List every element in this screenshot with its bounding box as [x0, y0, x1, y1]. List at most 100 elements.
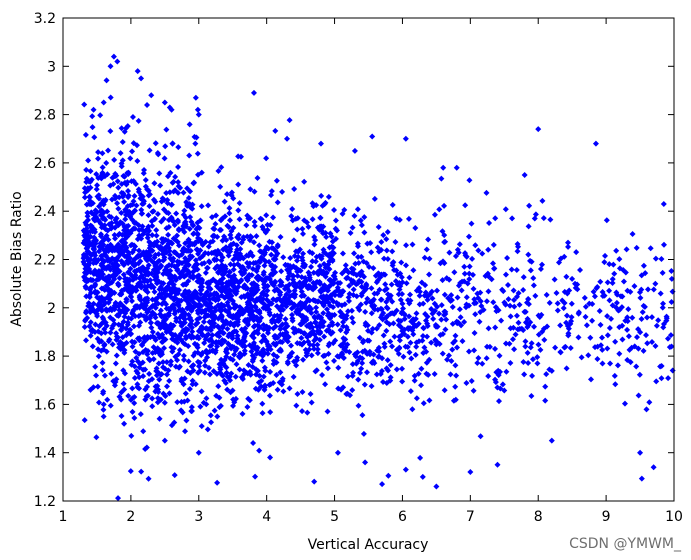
scatter-point [187, 188, 194, 195]
scatter-point [137, 297, 144, 304]
scatter-point [295, 253, 302, 260]
scatter-point [104, 257, 111, 264]
scatter-point [353, 360, 360, 367]
scatter-point [137, 258, 144, 265]
scatter-point [182, 296, 189, 303]
scatter-point [204, 279, 211, 286]
scatter-point [368, 285, 375, 292]
scatter-point [548, 437, 555, 444]
scatter-point [650, 464, 657, 471]
scatter-point [575, 334, 582, 341]
scatter-point [93, 276, 100, 283]
scatter-point [277, 346, 284, 353]
scatter-point [501, 387, 508, 394]
scatter-point [149, 208, 156, 215]
scatter-point [89, 113, 96, 120]
scatter-point [478, 303, 485, 310]
scatter-point [161, 345, 168, 352]
scatter-point [335, 301, 342, 308]
scatter-point [319, 318, 326, 325]
scatter-point [406, 349, 413, 356]
scatter-point [100, 201, 107, 208]
scatter-point [383, 285, 390, 292]
scatter-point [330, 304, 337, 311]
scatter-point [195, 296, 202, 303]
scatter-point [156, 286, 163, 293]
scatter-point [410, 331, 417, 338]
scatter-point [206, 371, 213, 378]
scatter-point [351, 212, 358, 219]
scatter-point [424, 333, 431, 340]
scatter-point [159, 300, 166, 307]
scatter-point [574, 286, 581, 293]
scatter-point [235, 181, 242, 188]
scatter-point [158, 245, 165, 252]
scatter-point [452, 253, 459, 260]
scatter-point [379, 316, 386, 323]
scatter-point [442, 326, 449, 333]
scatter-point [304, 409, 311, 416]
scatter-point [416, 288, 423, 295]
scatter-point [461, 318, 468, 325]
scatter-point [196, 225, 203, 232]
scatter-point [401, 311, 408, 318]
scatter-point [635, 392, 642, 399]
scatter-point [161, 437, 168, 444]
scatter-point [114, 178, 121, 185]
scatter-point [259, 223, 266, 230]
scatter-point [520, 358, 527, 365]
scatter-point [610, 261, 617, 268]
scatter-point [93, 209, 100, 216]
scatter-point [309, 328, 316, 335]
scatter-point [653, 378, 660, 385]
scatter-point [81, 101, 88, 108]
scatter-point [186, 152, 193, 159]
scatter-point [129, 114, 136, 120]
scatter-point [209, 233, 216, 240]
scatter-point [323, 270, 330, 277]
scatter-point [99, 314, 106, 321]
scatter-point [284, 338, 291, 345]
scatter-point [286, 288, 293, 295]
scatter-point [267, 222, 274, 229]
scatter-point [125, 222, 132, 229]
scatter-point [192, 140, 199, 147]
scatter-point [559, 297, 566, 304]
scatter-point [520, 274, 527, 281]
scatter-point [492, 215, 499, 222]
scatter-point [515, 290, 522, 297]
scatter-point [399, 378, 406, 385]
scatter-point [640, 302, 647, 309]
scatter-point [176, 242, 183, 249]
scatter-point [340, 323, 347, 330]
scatter-point [288, 299, 295, 306]
scatter-point [160, 206, 167, 213]
scatter-point [486, 220, 493, 227]
scatter-point [653, 322, 660, 329]
scatter-point [289, 206, 296, 213]
scatter-point [185, 236, 192, 243]
scatter-point [270, 266, 277, 273]
scatter-point [124, 203, 131, 210]
scatter-point [265, 245, 272, 252]
scatter-point [664, 335, 671, 342]
scatter-point [205, 364, 212, 371]
scatter-point [268, 188, 275, 195]
scatter-point [250, 356, 257, 363]
scatter-point [525, 296, 532, 303]
scatter-point [213, 212, 220, 219]
scatter-point [668, 275, 675, 282]
scatter-point [644, 314, 651, 321]
scatter-point [140, 428, 147, 435]
scatter-point [185, 303, 192, 310]
scatter-point [530, 275, 537, 282]
scatter-point [451, 269, 458, 276]
scatter-point [122, 243, 129, 250]
scatter-point [87, 319, 94, 326]
scatter-point [424, 320, 431, 327]
scatter-point [362, 308, 369, 315]
scatter-point [168, 106, 175, 113]
scatter-point [197, 403, 204, 410]
scatter-point [165, 367, 172, 374]
y-tick-label: 3 [47, 59, 56, 75]
